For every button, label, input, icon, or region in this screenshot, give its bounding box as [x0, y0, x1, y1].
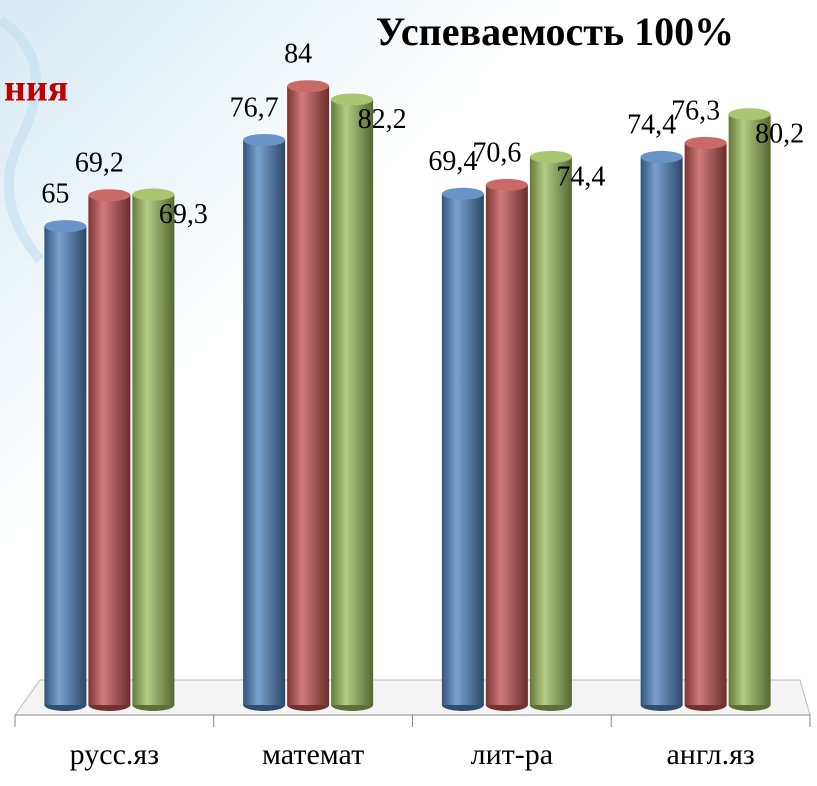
- x-tick-label: математ: [262, 738, 364, 771]
- decor-swirl: [0, 15, 44, 264]
- bar: [640, 156, 683, 706]
- bar-cap: [640, 150, 683, 163]
- x-tick-label: лит-ра: [471, 738, 553, 771]
- value-label: 74,4: [556, 161, 605, 192]
- value-label: 69,2: [75, 148, 124, 179]
- bar-cap: [684, 136, 727, 149]
- bar-cap: [529, 150, 572, 163]
- bar: [331, 99, 374, 705]
- value-label: 69,4: [428, 146, 477, 177]
- value-label: 74,4: [627, 109, 676, 140]
- value-label: 65: [41, 179, 69, 210]
- bar: [243, 139, 286, 705]
- bar: [441, 193, 484, 705]
- bar-cap: [287, 80, 330, 93]
- value-label: 70,6: [472, 137, 521, 168]
- bar: [132, 194, 175, 706]
- x-tick-label: русс.яз: [70, 738, 159, 771]
- bar: [485, 184, 528, 705]
- bar-cap: [132, 188, 175, 201]
- bar-cap: [331, 93, 374, 106]
- bar-cap: [88, 189, 131, 202]
- bar: [287, 86, 330, 705]
- bar-cap: [44, 220, 87, 233]
- value-label: 80,2: [755, 119, 804, 150]
- bar: [684, 142, 727, 705]
- bar-cap: [485, 178, 528, 191]
- value-label: 76,3: [671, 95, 720, 126]
- chart-title: Успеваемость 100%: [376, 9, 734, 54]
- x-tick-label: англ.яз: [666, 738, 754, 771]
- value-label: 84: [284, 39, 312, 70]
- bar: [728, 114, 771, 705]
- bar: [88, 195, 131, 705]
- value-label: 82,2: [358, 104, 407, 135]
- bar: [44, 226, 87, 705]
- bar-cap: [243, 133, 286, 146]
- partial-heading: ния: [4, 68, 68, 110]
- bar-cap: [728, 108, 771, 121]
- bar-cap: [441, 187, 484, 200]
- value-label: 76,7: [230, 92, 279, 123]
- value-label: 69,3: [159, 199, 208, 230]
- bar: [529, 156, 572, 706]
